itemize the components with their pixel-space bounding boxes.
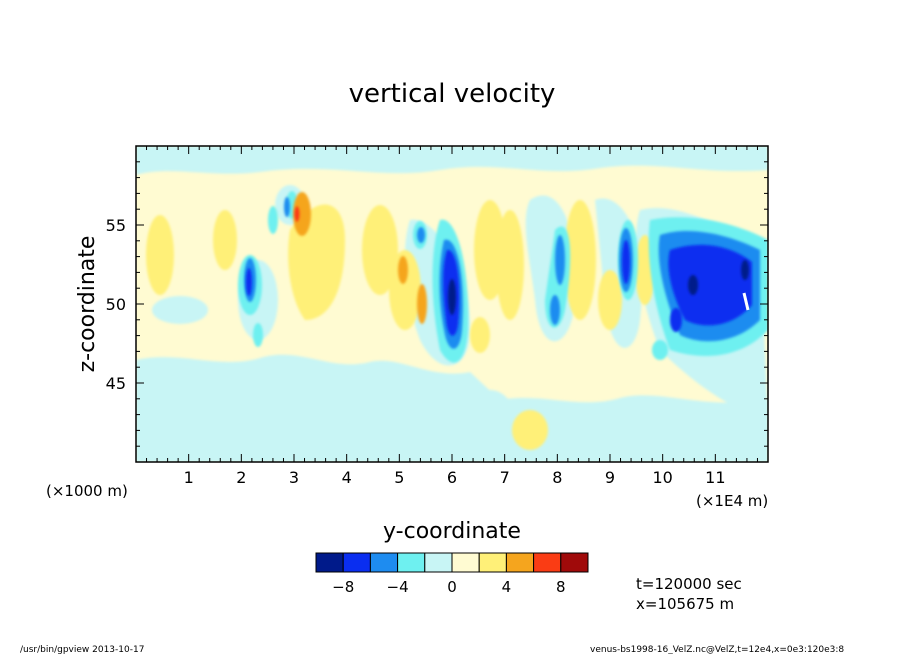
x-tick-label: 7: [500, 468, 510, 487]
y-axis-tick-labels: 45 50 55: [106, 216, 126, 393]
y-tick-label: 50: [106, 295, 126, 314]
colorbar-tick-label: −8: [332, 578, 354, 596]
x-tick-label: 8: [552, 468, 562, 487]
x-tick-label: 10: [652, 468, 672, 487]
x-unit-right: (×1E4 m): [696, 492, 768, 510]
colorbar-tick-label: 0: [447, 578, 457, 596]
footer-right: venus-bs1998-16_VelZ.nc@VelZ,t=12e4,x=0e…: [590, 645, 844, 654]
colorbar-swatch: [451, 552, 480, 573]
colorbar: [315, 552, 589, 573]
colorbar-swatch: [505, 552, 535, 573]
x-tick-label: 4: [342, 468, 352, 487]
y-tick-label: 45: [106, 374, 126, 393]
colorbar-swatch: [560, 552, 589, 573]
time-annotation: t=120000 sec: [636, 575, 742, 593]
colorbar-swatch: [315, 552, 344, 573]
colorbar-swatch: [369, 552, 399, 573]
x-axis-title: y-coordinate: [383, 519, 521, 544]
x-axis-ticks: [135, 146, 769, 462]
x-tick-label: 9: [605, 468, 615, 487]
x-tick-label: 11: [705, 468, 725, 487]
colorbar-swatch: [342, 552, 371, 573]
footer-left: /usr/bin/gpview 2013-10-17: [20, 645, 144, 654]
chart-title: vertical velocity: [349, 79, 556, 109]
colorbar-swatch: [424, 552, 453, 573]
heatmap-field: [136, 146, 768, 462]
x-tick-label: 6: [447, 468, 457, 487]
position-annotation: x=105675 m: [636, 595, 734, 613]
x-tick-label: 2: [236, 468, 246, 487]
x-tick-label: 1: [184, 468, 194, 487]
colorbar-tick-label: 4: [502, 578, 512, 596]
field-strong-positive-regions: [293, 192, 427, 324]
y-tick-label: 55: [106, 216, 126, 235]
colorbar-swatch: [397, 552, 426, 573]
y-axis-ticks: [136, 145, 768, 463]
colorbar-swatch: [478, 552, 507, 573]
colorbar-tick-labels: −8 −4 0 4 8: [332, 578, 565, 596]
x-axis-tick-labels: 1 2 3 4 5 6 7 8 9 10 11: [184, 468, 726, 487]
field-extreme-negative-regions: [448, 260, 749, 315]
colorbar-tick-label: −4: [387, 578, 409, 596]
x-tick-label: 3: [289, 468, 299, 487]
y-axis-title: z-coordinate: [75, 236, 100, 373]
x-unit-left: (×1000 m): [46, 482, 128, 500]
x-tick-label: 5: [394, 468, 404, 487]
field-missing-streak: [742, 292, 750, 311]
colorbar-tick-label: 8: [556, 578, 566, 596]
colorbar-swatch: [533, 552, 562, 573]
